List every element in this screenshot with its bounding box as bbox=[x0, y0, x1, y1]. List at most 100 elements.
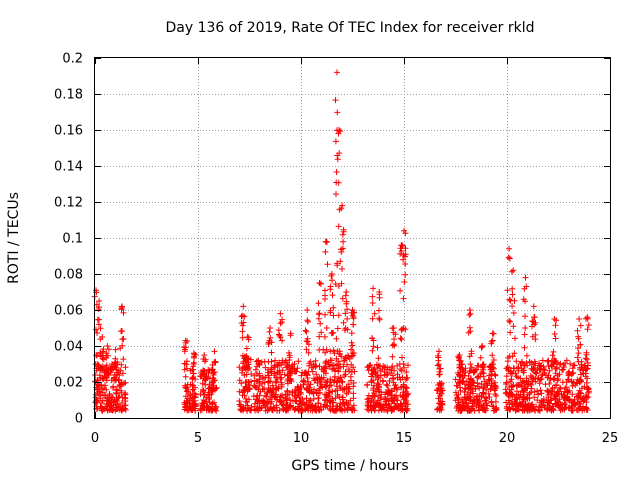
data-point bbox=[471, 369, 478, 376]
data-point bbox=[376, 289, 383, 295]
data-point bbox=[308, 364, 315, 371]
data-point bbox=[474, 393, 480, 399]
data-point bbox=[345, 366, 352, 373]
data-point bbox=[288, 378, 295, 384]
data-point bbox=[318, 329, 325, 336]
data-point bbox=[577, 322, 584, 329]
data-point bbox=[316, 363, 323, 370]
data-point bbox=[316, 280, 323, 286]
data-point bbox=[575, 392, 582, 399]
data-point bbox=[243, 371, 250, 378]
data-point bbox=[536, 380, 543, 387]
data-point bbox=[559, 405, 566, 412]
data-point bbox=[236, 388, 243, 395]
data-point bbox=[563, 384, 570, 391]
data-point bbox=[92, 391, 99, 398]
data-point bbox=[98, 400, 105, 406]
data-point bbox=[397, 335, 404, 342]
data-point bbox=[522, 298, 529, 305]
data-point bbox=[464, 395, 471, 402]
data-point bbox=[369, 347, 376, 354]
data-point bbox=[330, 304, 337, 311]
data-point bbox=[340, 228, 347, 235]
data-point bbox=[575, 407, 582, 414]
data-point bbox=[368, 404, 375, 410]
data-point bbox=[547, 376, 554, 383]
data-point bbox=[119, 328, 125, 334]
data-point bbox=[463, 378, 470, 385]
data-point bbox=[334, 260, 341, 267]
data-point bbox=[375, 355, 382, 362]
data-point bbox=[252, 383, 259, 390]
data-point bbox=[329, 388, 336, 395]
data-point bbox=[310, 404, 317, 411]
data-point bbox=[186, 403, 193, 410]
data-point bbox=[255, 397, 262, 404]
data-point bbox=[323, 325, 330, 331]
data-point bbox=[292, 405, 299, 412]
data-point bbox=[98, 381, 105, 388]
data-point bbox=[120, 309, 127, 316]
data-point bbox=[389, 353, 396, 360]
data-point bbox=[527, 380, 534, 387]
data-point bbox=[503, 389, 510, 396]
data-point bbox=[335, 223, 342, 230]
data-point bbox=[317, 320, 324, 327]
data-point bbox=[242, 356, 249, 363]
data-point bbox=[268, 339, 275, 346]
data-point bbox=[531, 394, 538, 401]
data-point bbox=[549, 352, 556, 359]
data-point bbox=[200, 367, 207, 374]
data-point bbox=[270, 385, 277, 392]
data-point bbox=[245, 405, 252, 412]
data-point bbox=[509, 291, 516, 298]
data-point bbox=[121, 391, 128, 398]
data-point bbox=[577, 403, 584, 410]
data-point bbox=[566, 396, 573, 402]
data-point bbox=[326, 363, 333, 370]
data-point bbox=[534, 397, 541, 404]
x-tick-label: 5 bbox=[194, 431, 202, 446]
data-point bbox=[523, 283, 530, 290]
data-point bbox=[97, 392, 103, 399]
data-point bbox=[575, 350, 582, 357]
data-point bbox=[528, 381, 535, 388]
data-point bbox=[399, 354, 405, 361]
data-point bbox=[522, 325, 529, 331]
y-tick-label: 0.2 bbox=[62, 52, 83, 67]
data-point bbox=[475, 399, 482, 406]
data-point bbox=[112, 346, 119, 353]
data-point bbox=[491, 371, 498, 378]
data-point bbox=[465, 372, 472, 379]
data-point bbox=[328, 329, 335, 336]
data-point bbox=[303, 346, 310, 353]
data-point bbox=[335, 179, 342, 186]
data-point bbox=[369, 315, 376, 322]
data-point bbox=[469, 400, 476, 407]
data-point bbox=[569, 407, 576, 414]
data-point bbox=[307, 381, 314, 388]
data-point bbox=[327, 286, 334, 293]
data-point bbox=[201, 375, 208, 382]
data-point bbox=[435, 382, 442, 388]
data-point bbox=[397, 287, 404, 294]
data-point bbox=[303, 328, 310, 335]
data-point bbox=[583, 349, 590, 356]
data-point bbox=[336, 361, 343, 368]
data-point bbox=[256, 382, 263, 389]
data-point bbox=[112, 377, 118, 384]
data-point bbox=[493, 404, 500, 411]
data-point bbox=[236, 377, 243, 384]
data-point bbox=[371, 310, 378, 317]
data-point bbox=[398, 248, 405, 254]
y-tick-label: 0.12 bbox=[54, 196, 83, 211]
data-point bbox=[505, 354, 512, 361]
data-point bbox=[563, 357, 570, 364]
data-point bbox=[350, 321, 357, 328]
data-point bbox=[551, 392, 558, 398]
data-point bbox=[110, 383, 117, 390]
data-point bbox=[210, 369, 217, 376]
data-point bbox=[488, 378, 495, 384]
data-point bbox=[511, 350, 518, 357]
data-point bbox=[339, 295, 346, 302]
